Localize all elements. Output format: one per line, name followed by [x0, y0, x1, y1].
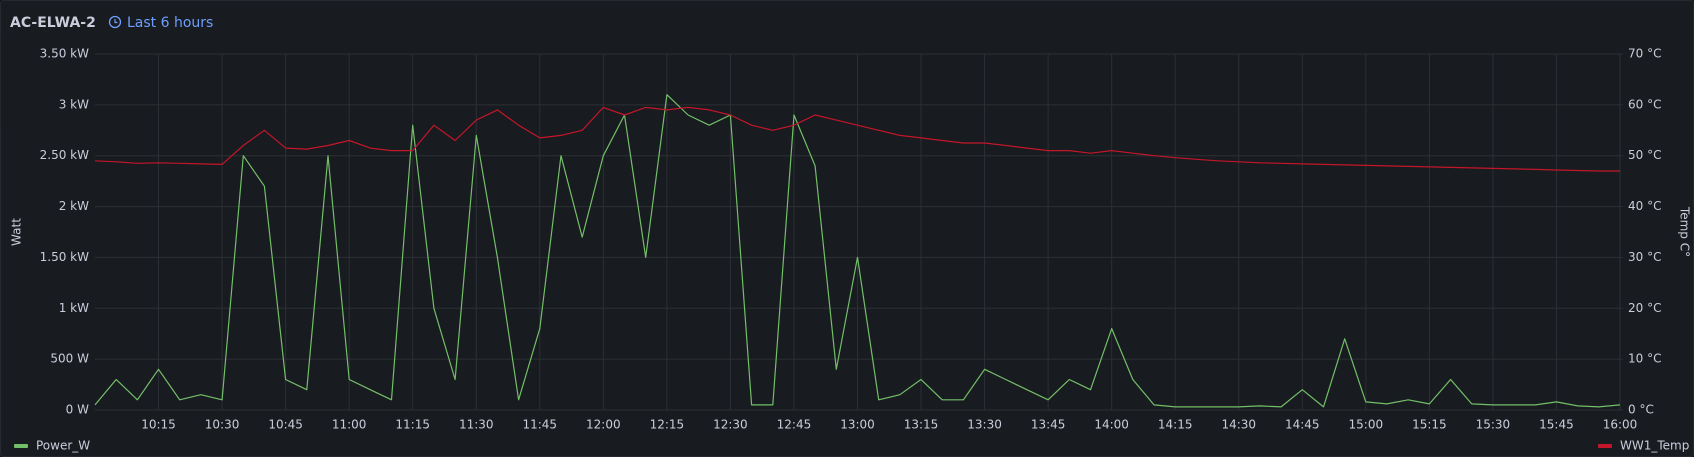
- x-tick-label: 11:15: [395, 418, 430, 432]
- x-tick-label: 14:30: [1221, 418, 1256, 432]
- y2-tick-label: 70 °C: [1628, 47, 1661, 61]
- series-line: [94, 94, 1621, 408]
- x-tick-label: 13:00: [840, 418, 875, 432]
- y2-tick-label: 60 °C: [1628, 97, 1661, 111]
- clock-hands: [114, 19, 118, 24]
- panel-title: AC-ELWA-2: [10, 15, 96, 31]
- y-tick-label: 3 kW: [59, 97, 89, 111]
- x-tick-label: 15:45: [1539, 418, 1574, 432]
- legend-label[interactable]: WW1_Temp: [1620, 439, 1689, 453]
- y-tick-label: 2 kW: [59, 199, 89, 213]
- x-tick-label: 10:15: [141, 418, 176, 432]
- x-tick-label: 14:15: [1158, 418, 1193, 432]
- x-tick-label: 12:00: [586, 418, 621, 432]
- x-tick-label: 10:45: [268, 418, 303, 432]
- x-tick-label: 14:00: [1094, 418, 1129, 432]
- time-range[interactable]: Last 6 hours: [127, 15, 213, 31]
- x-tick-label: 12:15: [650, 418, 685, 432]
- y2-tick-label: 10 °C: [1628, 352, 1661, 366]
- x-tick-label: 11:45: [522, 418, 557, 432]
- x-tick-label: 13:45: [1031, 418, 1066, 432]
- x-tick-label: 15:30: [1476, 418, 1511, 432]
- legend-label[interactable]: Power_W: [36, 439, 90, 453]
- x-tick-label: 14:45: [1285, 418, 1320, 432]
- y2-tick-label: 40 °C: [1628, 199, 1661, 213]
- x-tick-label: 16:00: [1603, 418, 1638, 432]
- x-tick-label: 12:30: [713, 418, 748, 432]
- y2-tick-label: 20 °C: [1628, 301, 1661, 315]
- y-tick-label: 3.50 kW: [40, 47, 89, 61]
- y-tick-label: 1.50 kW: [40, 250, 89, 264]
- legend-swatch[interactable]: [14, 444, 28, 448]
- y-tick-label: 500 W: [50, 352, 89, 366]
- y2-tick-label: 30 °C: [1628, 250, 1661, 264]
- y-tick-label: 1 kW: [59, 301, 89, 315]
- y-tick-label: 2.50 kW: [40, 148, 89, 162]
- x-tick-label: 11:00: [332, 418, 367, 432]
- y2-tick-label: 0 °C: [1628, 403, 1654, 417]
- x-tick-label: 11:30: [459, 418, 494, 432]
- y-axis-label: Watt: [10, 218, 24, 246]
- x-tick-label: 13:15: [904, 418, 939, 432]
- x-tick-label: 15:00: [1349, 418, 1384, 432]
- series-line: [94, 106, 1620, 172]
- clock-icon: [108, 15, 122, 29]
- legend-swatch[interactable]: [1598, 444, 1612, 448]
- y-tick-label: 0 W: [66, 403, 89, 417]
- x-tick-label: 15:15: [1412, 418, 1447, 432]
- x-tick-label: 12:45: [777, 418, 812, 432]
- x-tick-label: 10:30: [205, 418, 240, 432]
- y2-axis-label: Temp C°: [1678, 206, 1692, 257]
- x-tick-label: 13:30: [967, 418, 1002, 432]
- y2-tick-label: 50 °C: [1628, 148, 1661, 162]
